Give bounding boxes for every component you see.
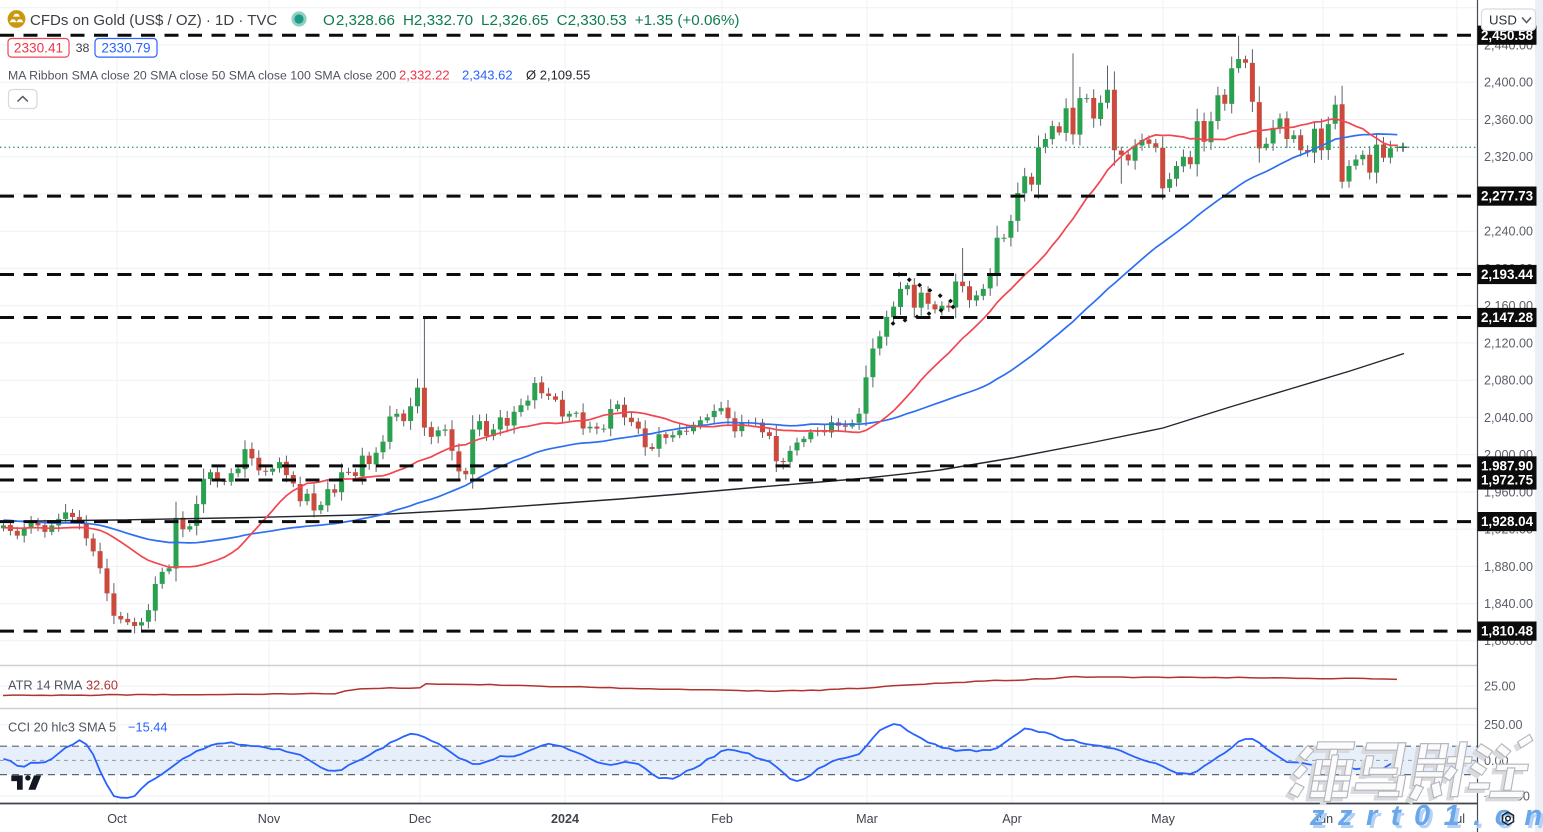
svg-text:2,240.00: 2,240.00	[1484, 225, 1533, 239]
svg-text:2330.41: 2330.41	[14, 40, 63, 55]
svg-text:Dec: Dec	[409, 812, 431, 826]
svg-text:2,147.28: 2,147.28	[1481, 310, 1534, 325]
svg-text:2,360.00: 2,360.00	[1484, 113, 1533, 127]
svg-text:CFDs on Gold (US$ / OZ) · 1D ·: CFDs on Gold (US$ / OZ) · 1D · TVC	[30, 12, 277, 29]
svg-text:Nov: Nov	[258, 812, 281, 826]
svg-text:1,972.75: 1,972.75	[1481, 473, 1534, 488]
svg-text:Mar: Mar	[856, 812, 878, 826]
svg-text:1,880.00: 1,880.00	[1484, 560, 1533, 574]
svg-text:Apr: Apr	[1002, 812, 1022, 826]
svg-text:2,320.00: 2,320.00	[1484, 150, 1533, 164]
svg-text:1,987.90: 1,987.90	[1481, 459, 1533, 474]
svg-text:2,332.22: 2,332.22	[399, 68, 450, 83]
svg-text:USD: USD	[1489, 13, 1517, 28]
svg-text:2024: 2024	[551, 812, 579, 826]
svg-text:2,450.58: 2,450.58	[1481, 28, 1534, 43]
svg-text:25.00: 25.00	[1484, 679, 1516, 693]
svg-text:ATR 14 RMA: ATR 14 RMA	[8, 678, 83, 693]
svg-text:2,400.00: 2,400.00	[1484, 76, 1533, 90]
svg-text:Oct: Oct	[107, 812, 127, 826]
svg-text:38: 38	[76, 41, 90, 55]
svg-text:2,193.44: 2,193.44	[1481, 267, 1534, 282]
svg-text:Feb: Feb	[711, 812, 733, 826]
svg-text:1,840.00: 1,840.00	[1484, 597, 1533, 611]
svg-text:2,080.00: 2,080.00	[1484, 374, 1533, 388]
svg-text:2,120.00: 2,120.00	[1484, 336, 1533, 350]
svg-text:32.60: 32.60	[86, 678, 118, 693]
svg-text:2,277.73: 2,277.73	[1481, 189, 1533, 204]
svg-text:2,040.00: 2,040.00	[1484, 411, 1533, 425]
svg-text:1,810.48: 1,810.48	[1481, 624, 1534, 639]
svg-text:Jun: Jun	[1313, 812, 1333, 826]
svg-text:Jul: Jul	[1449, 812, 1465, 826]
svg-text:1,928.04: 1,928.04	[1481, 514, 1534, 529]
svg-text:Ø 2,109.55: Ø 2,109.55	[526, 68, 590, 83]
svg-text:May: May	[1151, 812, 1175, 826]
svg-text:MA Ribbon SMA close 20 SMA clo: MA Ribbon SMA close 20 SMA close 50 SMA …	[8, 69, 396, 83]
svg-text:zzrt01.cn: zzrt01.cn	[1309, 800, 1543, 832]
svg-text:zzrt01.cn: zzrt01.cn	[1312, 803, 1543, 832]
svg-text:2,343.62: 2,343.62	[462, 68, 513, 83]
svg-text:CCI 20 hlc3 SMA 5: CCI 20 hlc3 SMA 5	[8, 720, 116, 735]
svg-text:−15.44: −15.44	[128, 720, 168, 735]
svg-text:250.00: 250.00	[1484, 718, 1523, 732]
svg-text:2330.79: 2330.79	[101, 40, 150, 55]
